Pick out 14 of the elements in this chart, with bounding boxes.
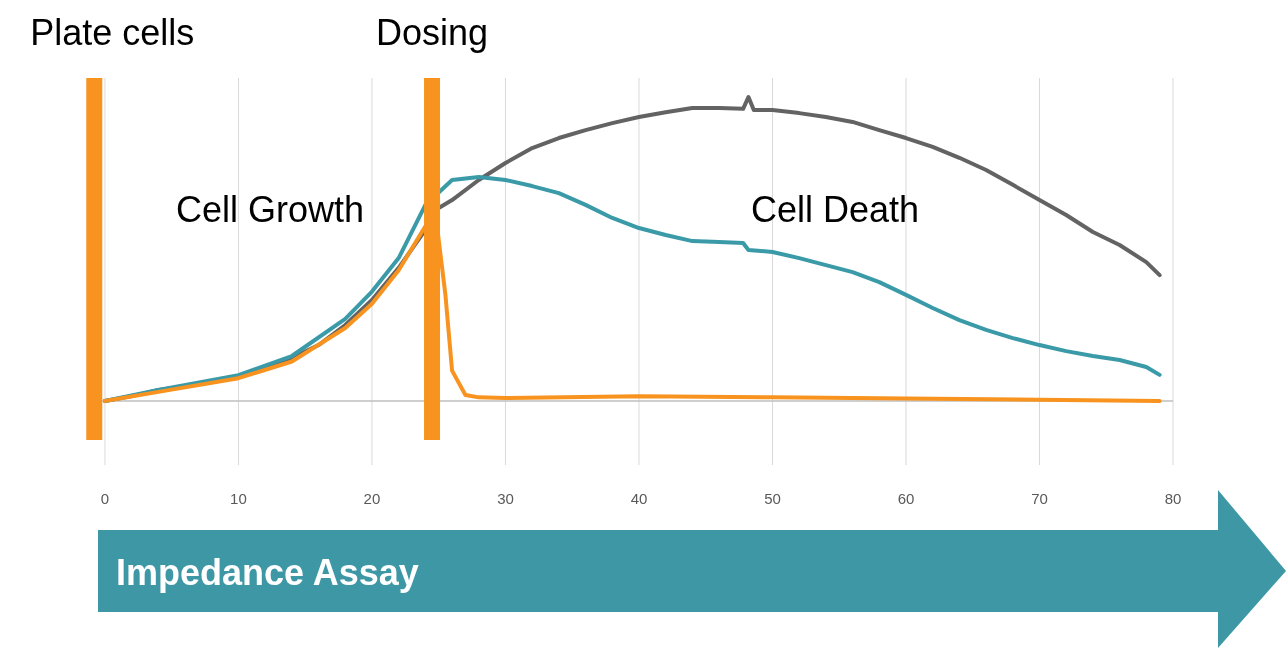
x-tick-label: 10 <box>230 490 247 507</box>
ref-line-label: Plate cells <box>30 12 195 53</box>
x-tick-label: 60 <box>897 490 915 507</box>
annotation: Cell Death <box>750 189 920 230</box>
x-tick-label: 50 <box>764 490 781 507</box>
x-tick-label: 30 <box>497 490 514 507</box>
annotation: Cell Growth <box>175 189 365 230</box>
x-tick-label: 40 <box>630 490 648 507</box>
x-tick-label: 70 <box>1031 490 1048 507</box>
ref-line-label: Dosing <box>376 12 489 53</box>
text: Impedance Assay <box>116 552 419 593</box>
x-tick-label: 0 <box>100 490 110 507</box>
x-tick-label: 20 <box>363 490 381 507</box>
x-tick-label: 80 <box>1164 490 1182 507</box>
